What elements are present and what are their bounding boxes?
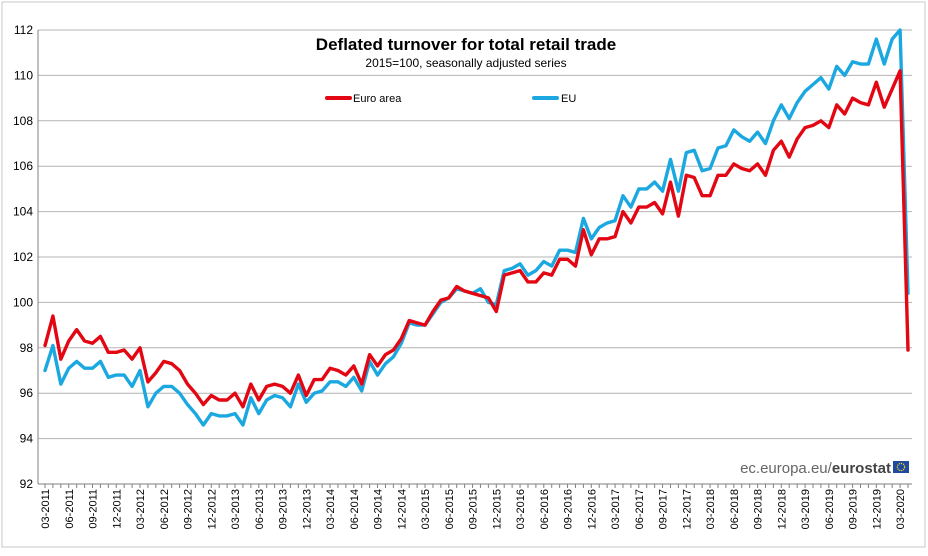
eu-flag-icon	[893, 461, 909, 473]
x-tick-label: 12-2019	[871, 489, 883, 529]
x-tick-label: 09-2019	[848, 489, 860, 529]
x-tick-label: 09-2016	[563, 489, 575, 529]
y-tick-label: 100	[13, 295, 33, 309]
x-tick-label: 12-2014	[396, 489, 408, 529]
y-tick-label: 104	[13, 205, 33, 219]
x-tick-label: 09-2017	[658, 489, 670, 529]
x-tick-label: 12-2013	[301, 489, 313, 529]
x-tick-label: 09-2015	[468, 489, 480, 529]
chart-title: Deflated turnover for total retail trade	[316, 35, 616, 54]
y-tick-label: 108	[13, 114, 33, 128]
x-tick-label: 09-2012	[183, 489, 195, 529]
x-tick-label: 06-2015	[444, 489, 456, 529]
x-tick-label: 12-2011	[111, 489, 123, 529]
x-tick-label: 06-2013	[254, 489, 266, 529]
x-tick-label: 06-2014	[349, 489, 361, 529]
x-tick-label: 03-2013	[230, 489, 242, 529]
watermark-text: ec.europa.eu/eurostat	[740, 460, 891, 477]
x-tick-label: 09-2013	[278, 489, 290, 529]
x-tick-label: 03-2020	[895, 489, 907, 529]
y-tick-label: 94	[20, 432, 34, 446]
legend-label-eu: EU	[561, 93, 576, 105]
x-tick-label: 12-2015	[491, 489, 503, 529]
series-lines	[43, 28, 910, 427]
y-tick-label: 106	[13, 159, 33, 173]
x-tick-label: 09-2014	[373, 489, 385, 529]
y-tick-label: 96	[20, 386, 34, 400]
x-tick-label: 09-2011	[88, 489, 100, 529]
axes: 92 94 96 98 100 102 104 106 108 110 112 03-2011 06-2…	[13, 23, 912, 529]
x-tick-label: 12-2018	[776, 489, 788, 529]
y-tick-label: 102	[13, 250, 33, 264]
chart-subtitle: 2015=100, seasonally adjusted series	[365, 56, 566, 70]
x-tick-label: 09-2018	[753, 489, 765, 529]
y-tick-label: 112	[14, 23, 33, 37]
x-tick-label: 03-2012	[135, 489, 147, 529]
x-tick-label: 03-2014	[325, 489, 337, 529]
legend: Euro area EU	[325, 93, 576, 105]
y-tick-label: 92	[20, 477, 34, 491]
y-tick-label: 110	[14, 68, 33, 82]
y-tick-label: 98	[20, 341, 34, 355]
series-line-eu	[43, 28, 910, 427]
watermark-brand: eurostat	[832, 460, 891, 477]
x-tick-label: 03-2018	[705, 489, 717, 529]
eurostat-watermark: ec.europa.eu/eurostat	[740, 460, 909, 477]
x-tick-label: 03-2019	[800, 489, 812, 529]
x-tick-label: 03-2015	[420, 489, 432, 529]
x-tick-label: 03-2017	[610, 489, 622, 529]
series-line-euro-area	[43, 69, 910, 409]
x-tick-label: 06-2016	[539, 489, 551, 529]
x-tick-label: 12-2017	[681, 489, 693, 529]
x-tick-label: 03-2011	[40, 489, 52, 529]
legend-label-euro-area: Euro area	[353, 93, 402, 105]
x-tick-label: 03-2016	[515, 489, 527, 529]
x-tick-label: 12-2012	[206, 489, 218, 529]
watermark-site: ec.europa.eu/	[740, 460, 833, 477]
x-tick-label: 12-2016	[586, 489, 598, 529]
x-tick-label: 06-2019	[824, 489, 836, 529]
x-tick-label: 06-2011	[64, 489, 76, 529]
x-tick-label: 06-2017	[634, 489, 646, 529]
x-tick-label: 06-2012	[159, 489, 171, 529]
x-tick-label: 06-2018	[729, 489, 741, 529]
